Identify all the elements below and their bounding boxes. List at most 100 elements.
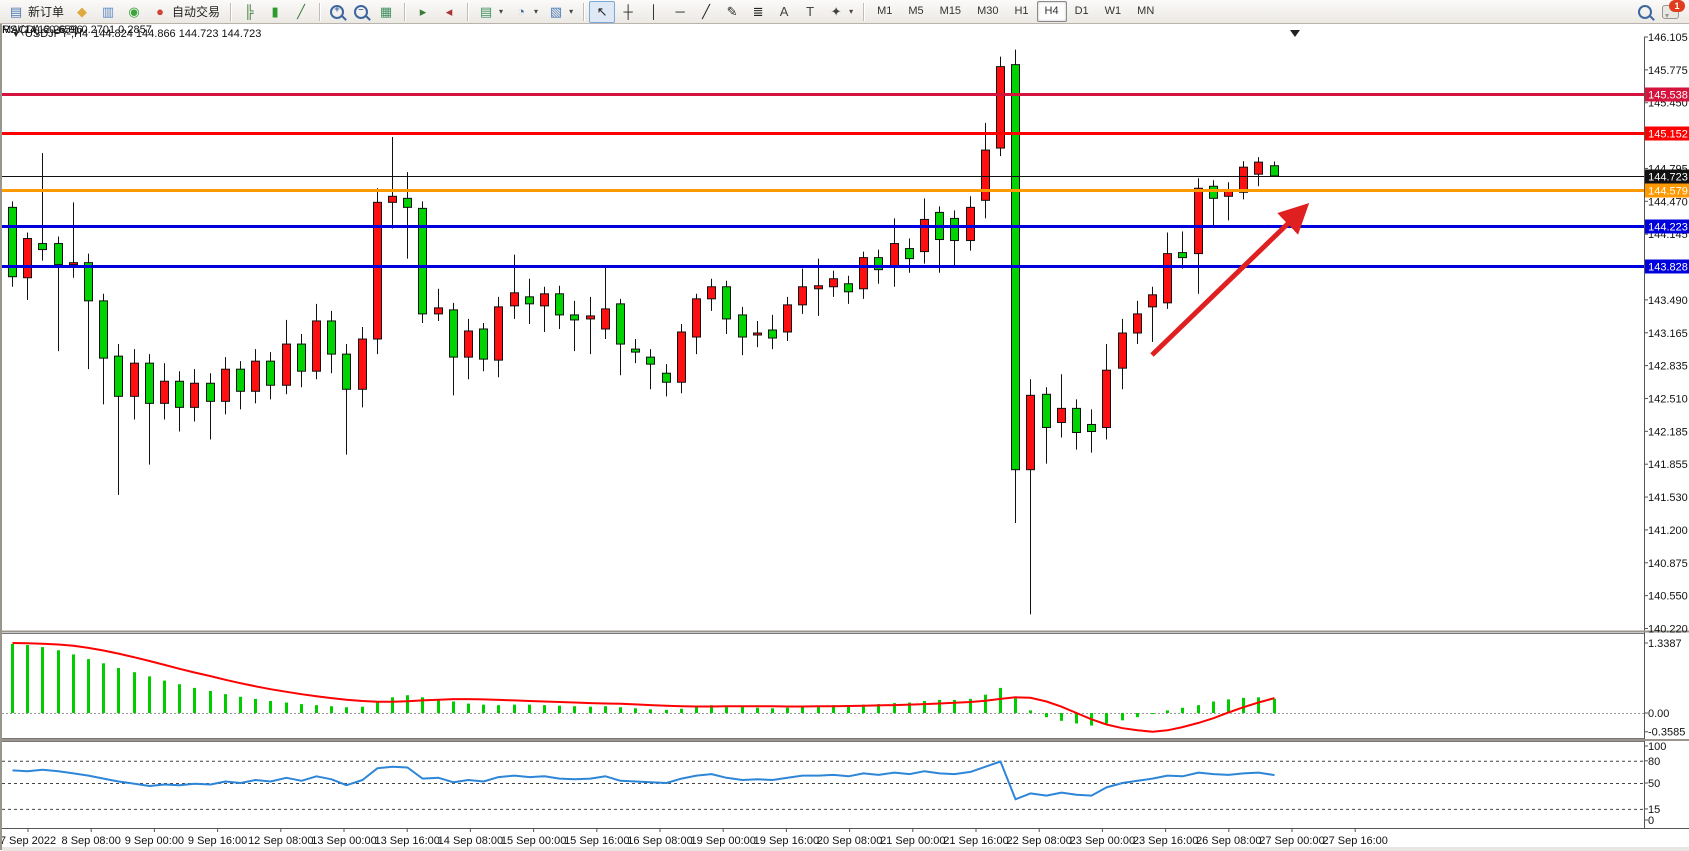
candle-bull: [464, 330, 473, 358]
timeframe-button-h4[interactable]: H4: [1036, 1, 1067, 22]
timeframe-button-m15[interactable]: M15: [939, 5, 962, 17]
toolbar-separator: [583, 2, 585, 21]
timeframe-button-m1[interactable]: M1: [877, 5, 893, 17]
timeframe-button-m30[interactable]: M30: [977, 5, 999, 17]
tile-windows-button[interactable]: ▦: [373, 1, 399, 23]
candle-bull: [251, 360, 260, 392]
arrange-down-button[interactable]: ◂: [436, 1, 462, 23]
candle-bull: [1163, 253, 1172, 304]
candle-bear: [266, 360, 275, 386]
dropdown-caret-icon[interactable]: ▾: [569, 7, 574, 16]
channel-button[interactable]: ✎: [719, 1, 745, 23]
macd-histogram-bar: [543, 705, 546, 713]
macd-indicator-label: MACD(12,26,9) 0.2701 0.2857: [2, 24, 152, 36]
timeframe-button-mn[interactable]: MN: [1137, 5, 1155, 17]
macd-histogram-bar: [725, 705, 728, 713]
rsi-axis-label: 80: [1648, 756, 1660, 768]
notifications-icon[interactable]: 1: [1662, 0, 1685, 19]
macd-histogram-bar: [649, 709, 652, 713]
candle-bull: [586, 315, 595, 320]
arrange-up-button[interactable]: ▸: [410, 1, 436, 23]
autotrading-button[interactable]: ● 自动交易: [147, 1, 225, 23]
toolbar-group: ↖ ┼ │ ─ ╱ ✎ ≣ A T ✦ ▾: [586, 0, 861, 23]
dropdown-caret-icon[interactable]: ▾: [849, 7, 854, 16]
macd-histogram-bar: [1166, 710, 1169, 713]
vertical-line-button[interactable]: │: [641, 1, 667, 23]
chevron-down-icon[interactable]: ▼: [12, 29, 20, 39]
shapes-button[interactable]: ✦ ▾: [823, 1, 858, 23]
cursor-button[interactable]: ↖: [589, 0, 616, 23]
horizontal-line-button[interactable]: ─: [667, 1, 693, 23]
candle-bull: [373, 201, 382, 340]
macd-histogram-bar: [361, 706, 364, 713]
macd-histogram-bar: [1151, 713, 1154, 715]
price-tick-label: 141.200: [1648, 525, 1688, 537]
macd-histogram-bar: [1227, 699, 1230, 713]
macd-histogram-bar: [1197, 705, 1200, 713]
macd-histogram-bar: [452, 701, 455, 713]
macd-histogram-bar: [832, 705, 835, 713]
dropdown-caret-icon[interactable]: ▾: [499, 7, 504, 16]
macd-histogram-bar: [269, 700, 272, 713]
candle-bear: [1042, 393, 1051, 428]
candle-bull: [1133, 313, 1142, 334]
candle-bull: [1194, 187, 1203, 255]
text-button[interactable]: A: [771, 1, 797, 23]
price-tick-label: 144.470: [1648, 196, 1688, 208]
toolbar-button-label: 自动交易: [172, 5, 221, 19]
time-axis-label: 14 Sep 08:00: [438, 835, 503, 847]
chart-ohlc-values: 144.824 144.866 144.723 144.723: [93, 28, 262, 40]
macd-histogram-bar: [102, 663, 105, 713]
timeframe-button-d1[interactable]: D1: [1074, 5, 1089, 17]
candlestick-button[interactable]: ▮: [262, 1, 288, 23]
time-axis-label: 19 Sep 00:00: [690, 835, 755, 847]
toolbar-separator: [230, 2, 232, 21]
toolbar-separator: [863, 2, 865, 21]
bar-chart-icon: ╠: [244, 3, 254, 19]
line-chart-button[interactable]: ╱: [288, 1, 314, 23]
chart-shift-marker[interactable]: [1290, 30, 1300, 37]
profiles-button[interactable]: ◔ ▾: [508, 1, 543, 23]
crosshair-button[interactable]: ┼: [615, 1, 641, 23]
new-order-button[interactable]: ▤ 新订单: [3, 1, 69, 23]
chart-window-button[interactable]: ▥: [95, 1, 121, 23]
timeframe-button-h1[interactable]: H1: [1014, 5, 1029, 17]
horizontal-line-icon: ─: [675, 3, 685, 19]
candle-bear: [616, 303, 625, 345]
macd-histogram-bar: [984, 694, 987, 713]
candle-bear: [84, 262, 93, 302]
macd-histogram-bar: [528, 704, 531, 713]
price-tick-label: 140.875: [1648, 558, 1688, 570]
market-watch-button[interactable]: ◆: [69, 1, 95, 23]
new-order-icon: ▤: [9, 3, 23, 19]
timeframe-button-m5[interactable]: M5: [908, 5, 924, 17]
zoom-in-button[interactable]: +: [325, 1, 349, 23]
chart-window[interactable]: ▼ USDJPY-,H4 144.824 144.866 144.723 144…: [0, 24, 1689, 851]
candle-bull: [859, 257, 868, 290]
time-axis-label: 19 Sep 16:00: [754, 835, 819, 847]
dropdown-caret-icon[interactable]: ▾: [534, 7, 539, 16]
candle-bear: [722, 286, 731, 320]
candle-bear: [99, 300, 108, 359]
search-icon[interactable]: [1638, 4, 1652, 19]
zoom-out-button[interactable]: –: [349, 1, 373, 23]
candle-bear: [662, 372, 671, 383]
price-badge: [1645, 87, 1689, 102]
macd-signal-line: [12, 642, 1275, 733]
fibonacci-button[interactable]: ≣: [745, 1, 771, 23]
timeframe-button-w1[interactable]: W1: [1104, 5, 1122, 17]
macd-histogram-bar: [710, 705, 713, 713]
indicators-button[interactable]: ▧ ▾: [543, 1, 578, 23]
macd-histogram-bar: [604, 706, 607, 713]
signal-button[interactable]: ◉: [121, 1, 147, 23]
text-label-button[interactable]: T: [797, 1, 823, 23]
macd-histogram-bar: [11, 643, 14, 713]
chart-canvas[interactable]: 146.105145.775145.450145.125144.795144.4…: [2, 24, 1689, 851]
trendline-button[interactable]: ╱: [693, 1, 719, 23]
macd-histogram-bar: [254, 698, 257, 713]
trend-arrow-annotation[interactable]: [1150, 203, 1310, 357]
bar-chart-button[interactable]: ╠: [236, 1, 262, 23]
new-chart-button[interactable]: ▤ ▾: [473, 1, 508, 23]
candle-bear: [950, 217, 959, 242]
tile-windows-icon: ▦: [379, 3, 393, 19]
